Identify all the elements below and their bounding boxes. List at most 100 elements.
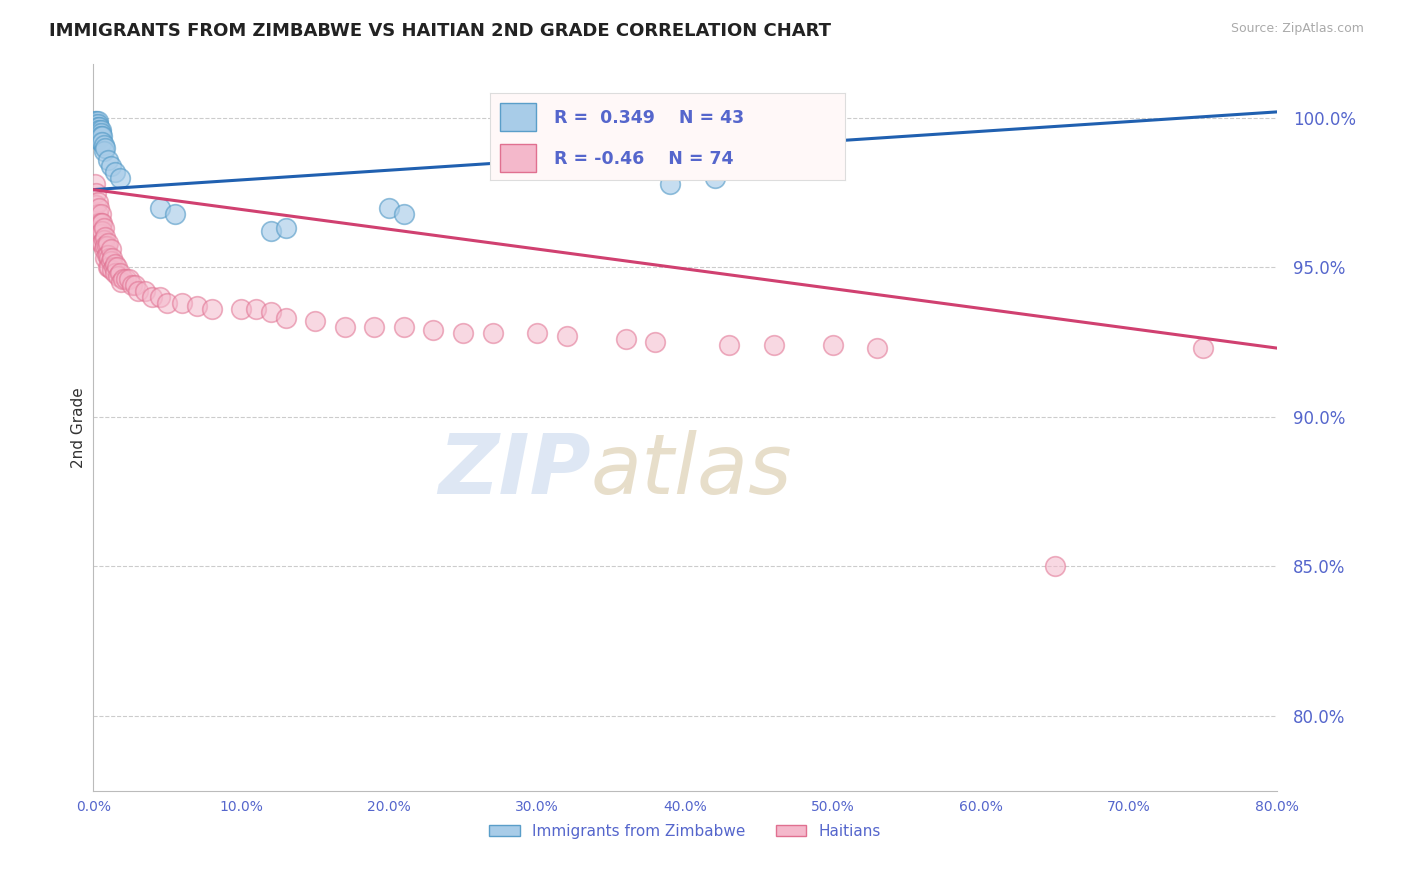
Point bbox=[84, 123, 107, 137]
Point bbox=[105, 260, 128, 275]
Point bbox=[86, 215, 108, 229]
Point bbox=[644, 335, 666, 350]
Point bbox=[1192, 341, 1215, 355]
Point bbox=[103, 260, 125, 275]
Point bbox=[156, 296, 179, 310]
Point bbox=[659, 177, 682, 191]
Point bbox=[84, 117, 107, 131]
Point bbox=[98, 252, 121, 266]
Point bbox=[90, 135, 112, 149]
Point bbox=[451, 326, 474, 340]
Point bbox=[84, 113, 107, 128]
Point bbox=[378, 201, 401, 215]
Point bbox=[90, 128, 112, 143]
Point bbox=[83, 113, 105, 128]
Point bbox=[91, 215, 114, 229]
Text: ZIP: ZIP bbox=[437, 431, 591, 511]
Point bbox=[163, 206, 186, 220]
Point bbox=[614, 332, 637, 346]
Point bbox=[86, 120, 108, 134]
Text: Source: ZipAtlas.com: Source: ZipAtlas.com bbox=[1230, 22, 1364, 36]
Point bbox=[87, 123, 110, 137]
Point bbox=[84, 197, 107, 211]
Point bbox=[703, 170, 725, 185]
Point bbox=[97, 153, 120, 167]
Point bbox=[90, 123, 112, 137]
Point bbox=[821, 338, 844, 352]
Point bbox=[186, 299, 208, 313]
Point bbox=[86, 123, 108, 137]
Point bbox=[84, 120, 107, 134]
Point bbox=[107, 269, 129, 284]
Point bbox=[108, 266, 131, 280]
Point bbox=[111, 272, 134, 286]
Point bbox=[274, 221, 297, 235]
Point bbox=[101, 263, 124, 277]
Point bbox=[86, 206, 108, 220]
Point bbox=[87, 225, 110, 239]
Point bbox=[87, 126, 110, 140]
Point bbox=[104, 164, 127, 178]
Point bbox=[866, 341, 889, 355]
Point bbox=[94, 141, 117, 155]
Point bbox=[90, 215, 112, 229]
Point bbox=[718, 338, 741, 352]
Point bbox=[87, 201, 110, 215]
Point bbox=[91, 236, 114, 251]
Point bbox=[97, 260, 120, 275]
Point bbox=[86, 194, 108, 209]
Point bbox=[127, 285, 149, 299]
Point bbox=[91, 128, 114, 143]
Point bbox=[87, 128, 110, 143]
Point bbox=[104, 257, 127, 271]
Point bbox=[170, 296, 193, 310]
Point bbox=[392, 320, 415, 334]
Point bbox=[149, 290, 172, 304]
Point bbox=[526, 326, 548, 340]
Point bbox=[141, 290, 163, 304]
Point bbox=[100, 243, 122, 257]
Point bbox=[97, 236, 120, 251]
Point bbox=[108, 170, 131, 185]
Point bbox=[231, 302, 253, 317]
Point bbox=[83, 177, 105, 191]
Point bbox=[93, 144, 115, 158]
Point bbox=[101, 252, 124, 266]
Point bbox=[93, 234, 115, 248]
Point bbox=[481, 326, 503, 340]
Point bbox=[97, 248, 120, 262]
Text: atlas: atlas bbox=[591, 431, 792, 511]
Point bbox=[555, 329, 578, 343]
Y-axis label: 2nd Grade: 2nd Grade bbox=[72, 387, 86, 467]
Legend: Immigrants from Zimbabwe, Haitians: Immigrants from Zimbabwe, Haitians bbox=[484, 817, 887, 845]
Point bbox=[118, 272, 141, 286]
Point bbox=[1043, 559, 1066, 574]
Point bbox=[93, 137, 115, 152]
Point bbox=[110, 275, 132, 289]
Point bbox=[124, 278, 146, 293]
Point bbox=[86, 128, 108, 143]
Point bbox=[86, 113, 108, 128]
Point bbox=[96, 239, 118, 253]
Point bbox=[86, 126, 108, 140]
Point bbox=[90, 206, 112, 220]
Text: IMMIGRANTS FROM ZIMBABWE VS HAITIAN 2ND GRADE CORRELATION CHART: IMMIGRANTS FROM ZIMBABWE VS HAITIAN 2ND … bbox=[49, 22, 831, 40]
Point bbox=[83, 120, 105, 134]
Point bbox=[84, 120, 107, 134]
Point bbox=[87, 132, 110, 146]
Point bbox=[274, 311, 297, 326]
Point bbox=[94, 239, 117, 253]
Point bbox=[762, 338, 785, 352]
Point bbox=[260, 305, 283, 319]
Point bbox=[100, 254, 122, 268]
Point bbox=[100, 159, 122, 173]
Point bbox=[93, 243, 115, 257]
Point bbox=[87, 120, 110, 134]
Point bbox=[363, 320, 385, 334]
Point bbox=[84, 117, 107, 131]
Point bbox=[91, 135, 114, 149]
Point bbox=[93, 221, 115, 235]
Point bbox=[90, 236, 112, 251]
Point bbox=[149, 201, 172, 215]
Point bbox=[134, 285, 156, 299]
